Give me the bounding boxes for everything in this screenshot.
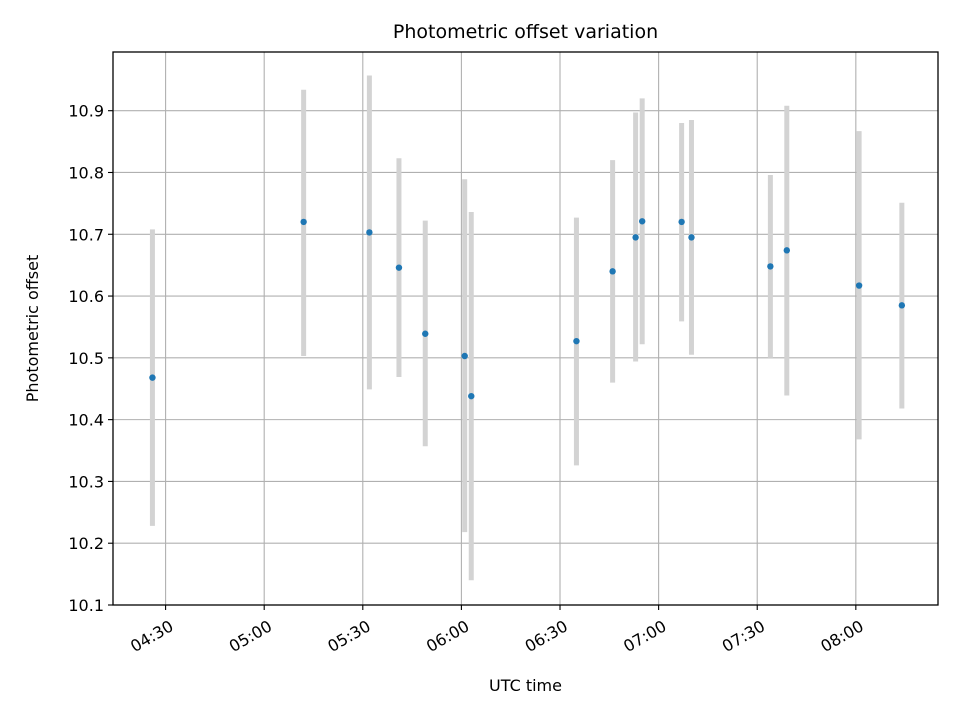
y-tick-label: 10.5: [68, 349, 104, 368]
data-point: [300, 218, 307, 226]
y-tick-label: 10.9: [68, 102, 104, 121]
x-tick-label: 08:00: [817, 616, 866, 656]
data-point: [632, 234, 639, 241]
data-point: [149, 374, 156, 381]
y-tick-label: 10.4: [68, 411, 104, 430]
data-point: [573, 337, 580, 345]
y-axis-ticks: 10.1 10.2 10.3 10.4 10.5 10.6 10.7 10.8 10.9: [68, 102, 113, 615]
x-tick-label: 06:00: [423, 616, 472, 656]
data-point: [468, 392, 475, 400]
x-tick-label: 07:30: [719, 616, 768, 656]
data-point: [767, 263, 774, 270]
x-tick-label: 07:00: [620, 616, 669, 656]
data-point: [783, 247, 791, 254]
y-tick-label: 10.6: [68, 287, 104, 306]
y-tick-label: 10.7: [68, 225, 104, 244]
data-points: [149, 218, 906, 400]
x-tick-label: 05:00: [226, 616, 275, 656]
chart-title: Photometric offset variation: [393, 21, 658, 43]
plot-frame: [112, 51, 939, 606]
data-point: [688, 234, 695, 241]
data-point: [898, 302, 906, 309]
y-tick-label: 10.8: [68, 163, 104, 182]
y-tick-label: 10.3: [68, 472, 104, 491]
x-axis-label: UTC time: [489, 676, 562, 695]
x-axis-ticks: 04:30 05:00 05:30 06:00 06:30 07:00 07:30 08:00: [127, 605, 867, 656]
y-tick-label: 10.2: [68, 534, 104, 553]
data-point: [366, 229, 373, 236]
data-point: [678, 218, 685, 226]
data-point: [395, 264, 403, 271]
y-axis-label: Photometric offset: [23, 255, 42, 403]
data-point: [422, 330, 429, 337]
data-point: [638, 218, 646, 225]
data-point: [609, 268, 616, 275]
y-tick-label: 10.1: [68, 596, 104, 615]
grid: [113, 52, 938, 606]
data-point: [855, 282, 863, 289]
error-bars: [149, 75, 905, 581]
x-tick-label: 04:30: [127, 616, 176, 656]
x-tick-label: 06:30: [522, 616, 571, 656]
x-tick-label: 05:30: [324, 616, 373, 656]
data-point: [461, 352, 468, 360]
